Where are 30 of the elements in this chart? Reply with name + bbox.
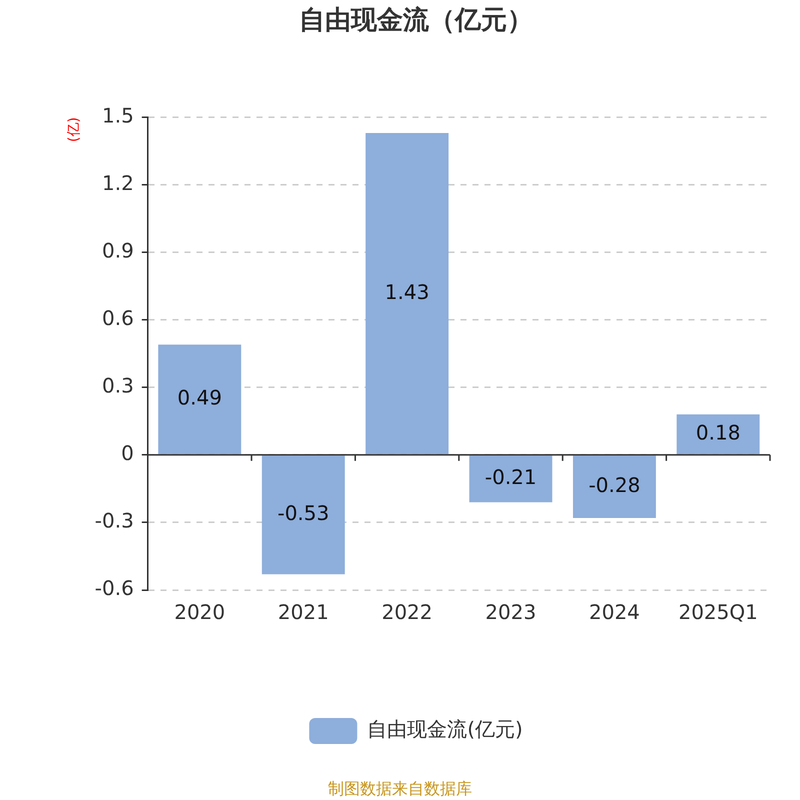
legend-label: 自由现金流(亿元) (367, 717, 523, 742)
x-tick-label: 2021 (278, 600, 329, 624)
bar (676, 414, 760, 454)
y-axis-title: (亿) (66, 117, 82, 142)
y-tick-label: -0.6 (94, 576, 134, 600)
x-tick-label: 2024 (589, 600, 640, 624)
x-tick-label: 2022 (382, 600, 433, 624)
y-tick-label: 0 (121, 441, 134, 466)
x-tick-label: 2020 (174, 600, 226, 624)
bar (469, 456, 552, 502)
y-tick-label: 1.5 (102, 103, 134, 128)
x-tick-label: 2023 (485, 600, 536, 624)
text: 制图数据来自数据库 (328, 779, 472, 798)
data-label: 1.43 (384, 280, 430, 304)
bar (262, 456, 345, 574)
data-label: -0.53 (277, 501, 330, 526)
bar (158, 344, 242, 454)
data-label: 0.18 (696, 420, 740, 444)
bar (366, 132, 449, 454)
x-tick-label: 2025Q1 (678, 600, 758, 624)
y-tick-label: -0.3 (94, 508, 134, 533)
data-label: 0.49 (177, 386, 222, 410)
y-tick-label: 0.9 (102, 238, 134, 262)
chart-title: 自由现金流（亿元） (299, 5, 533, 36)
bar (572, 456, 656, 518)
y-tick-label: 0.6 (102, 306, 134, 330)
y-tick-label: 1.2 (102, 170, 134, 195)
y-tick-label: 0.3 (102, 374, 134, 398)
data-label: -0.28 (588, 473, 640, 498)
data-label: -0.21 (484, 465, 537, 490)
